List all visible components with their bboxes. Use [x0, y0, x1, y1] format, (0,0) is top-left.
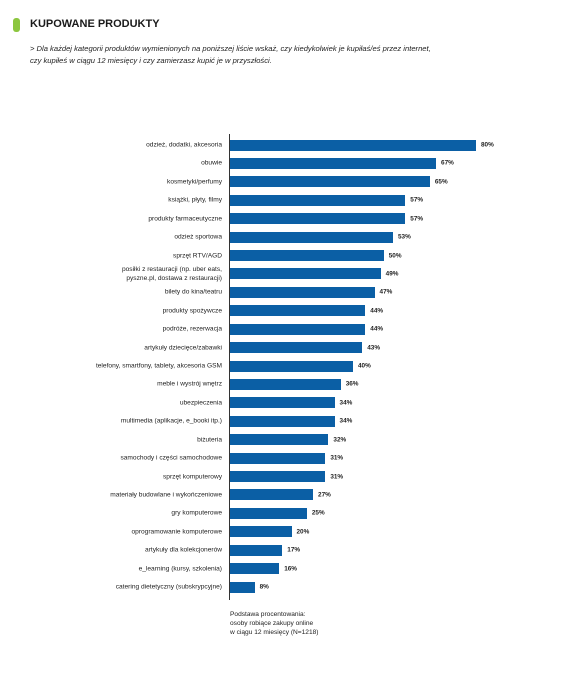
value-label: 49% — [385, 270, 399, 278]
value-label: 44% — [370, 307, 384, 315]
category-label: podróże, rezerwacja — [162, 325, 222, 333]
bar — [230, 342, 363, 354]
category-label: catering dietetyczny (subskrypcyjne) — [115, 583, 222, 591]
category-label: oprogramowanie komputerowe — [131, 528, 222, 536]
value-label: 57% — [410, 196, 424, 204]
category-label: meble i wystrój wnętrz — [157, 380, 222, 388]
bar — [230, 434, 329, 446]
value-label: 8% — [259, 583, 269, 591]
value-label: 47% — [379, 288, 393, 296]
bar — [230, 397, 335, 409]
category-label: artykuły dziecięce/zabawki — [144, 344, 222, 352]
category-label: sprzęt komputerowy — [163, 473, 222, 481]
bar — [230, 471, 326, 483]
chart-subtitle: > Dla każdej kategorii produktów wymieni… — [30, 44, 431, 65]
bar — [230, 489, 314, 501]
category-label: kosmetyki/perfumy — [167, 178, 222, 186]
category-label: obuwie — [201, 159, 222, 167]
bar — [230, 563, 280, 575]
value-label: 43% — [367, 344, 381, 352]
value-label: 44% — [370, 325, 384, 333]
value-label: 50% — [388, 252, 402, 260]
category-label: samochody i części samochodowe — [120, 454, 222, 462]
bar — [230, 139, 476, 151]
bar — [230, 213, 406, 225]
category-label: posiłki z restauracji (np. uber eats, py… — [121, 265, 222, 282]
title-marker — [13, 18, 20, 32]
bar — [230, 323, 366, 335]
bar — [230, 231, 393, 243]
bar — [230, 378, 341, 390]
bar — [230, 305, 366, 317]
bar — [230, 194, 406, 206]
bar — [230, 286, 375, 298]
value-label: 65% — [434, 178, 448, 186]
footnote: Podstawa procentowania: osoby robiące za… — [230, 611, 319, 636]
category-label: gry komputerowe — [171, 509, 222, 517]
bar — [230, 544, 283, 556]
bar — [230, 507, 307, 519]
bar — [230, 157, 437, 169]
value-label: 36% — [345, 380, 359, 388]
category-label: produkty farmaceutyczne — [148, 215, 222, 223]
category-label: książki, płyty, filmy — [168, 196, 222, 204]
axis-line — [229, 134, 230, 600]
value-label: 53% — [397, 233, 411, 241]
value-label: 80% — [481, 141, 494, 149]
category-label: biżuteria — [197, 436, 222, 444]
value-label: 17% — [287, 546, 301, 554]
value-label: 67% — [441, 159, 454, 167]
category-label: ubezpieczenia — [179, 399, 222, 407]
category-label: materiały budowlane i wykończeniowe — [110, 491, 222, 499]
category-label: e_learning (kursy, szkolenia) — [138, 565, 222, 573]
category-label: artykuły dla kolekcjonerów — [145, 546, 222, 554]
bar — [230, 250, 384, 262]
value-label: 16% — [284, 565, 297, 573]
category-label: odzież, dodatki, akcesoria — [146, 141, 222, 149]
category-label: multimedia (aplikacje, e_booki itp.) — [120, 417, 222, 425]
bar — [230, 176, 430, 188]
value-label: 31% — [330, 473, 344, 481]
category-label: produkty spożywcze — [162, 307, 222, 315]
bar — [230, 268, 381, 280]
category-label: bilety do kina/teatru — [164, 288, 222, 296]
value-label: 40% — [358, 362, 371, 370]
value-label: 27% — [318, 491, 331, 499]
value-label: 57% — [410, 215, 424, 223]
value-label: 20% — [296, 528, 310, 536]
chart-title: KUPOWANE PRODUKTY — [30, 18, 160, 30]
bar — [230, 581, 255, 593]
bar — [230, 360, 353, 372]
value-label: 32% — [333, 436, 347, 444]
value-label: 34% — [339, 417, 353, 425]
category-label: sprzęt RTV/AGD — [173, 252, 222, 260]
value-label: 31% — [330, 454, 344, 462]
category-label: telefony, smartfony, tablety, akcesoria … — [95, 362, 222, 370]
bar — [230, 452, 326, 464]
value-label: 25% — [311, 509, 325, 517]
category-label: odzież sportowa — [174, 233, 222, 241]
bar — [230, 526, 292, 538]
bar — [230, 415, 335, 427]
value-label: 34% — [339, 399, 353, 407]
